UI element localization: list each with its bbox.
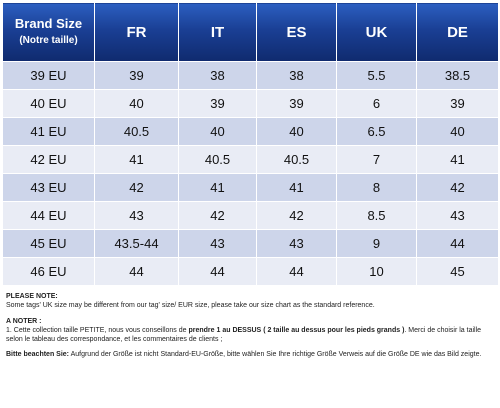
cell-eu: 39 EU bbox=[2, 61, 95, 90]
cell-de: 44 bbox=[416, 229, 499, 258]
cell-es: 43 bbox=[256, 229, 337, 258]
header-brand-size: Brand Size (Notre taille) bbox=[2, 2, 95, 62]
cell-fr: 40.5 bbox=[94, 117, 179, 146]
cell-uk: 7 bbox=[336, 145, 417, 174]
table-row: 44 EU 43 42 42 8.5 43 bbox=[2, 201, 499, 230]
bitte-text: Bitte beachten Sie: Aufgrund der Größe i… bbox=[6, 351, 482, 359]
cell-de: 39 bbox=[416, 89, 499, 118]
a-noter-title: A NOTER : bbox=[6, 317, 42, 325]
cell-de: 38.5 bbox=[416, 61, 499, 90]
header-fr: FR bbox=[94, 2, 179, 62]
table-row: 43 EU 42 41 41 8 42 bbox=[2, 173, 499, 202]
cell-uk: 6 bbox=[336, 89, 417, 118]
cell-it: 43 bbox=[178, 229, 257, 258]
cell-es: 38 bbox=[256, 61, 337, 90]
cell-es: 41 bbox=[256, 173, 337, 202]
cell-it: 38 bbox=[178, 61, 257, 90]
cell-fr: 44 bbox=[94, 257, 179, 286]
table-row: 46 EU 44 44 44 10 45 bbox=[2, 257, 499, 286]
cell-uk: 9 bbox=[336, 229, 417, 258]
cell-it: 39 bbox=[178, 89, 257, 118]
cell-es: 40.5 bbox=[256, 145, 337, 174]
cell-eu: 41 EU bbox=[2, 117, 95, 146]
cell-eu: 45 EU bbox=[2, 229, 95, 258]
cell-eu: 43 EU bbox=[2, 173, 95, 202]
cell-eu: 44 EU bbox=[2, 201, 95, 230]
cell-de: 40 bbox=[416, 117, 499, 146]
cell-uk: 10 bbox=[336, 257, 417, 286]
cell-fr: 42 bbox=[94, 173, 179, 202]
cell-es: 42 bbox=[256, 201, 337, 230]
cell-fr: 43 bbox=[94, 201, 179, 230]
header-es: ES bbox=[256, 2, 337, 62]
notes-section: PLEASE NOTE: Some tags' UK size may be d… bbox=[6, 292, 496, 360]
table-row: 39 EU 39 38 38 5.5 38.5 bbox=[2, 61, 499, 90]
cell-eu: 40 EU bbox=[2, 89, 95, 118]
header-de: DE bbox=[416, 2, 499, 62]
cell-es: 40 bbox=[256, 117, 337, 146]
table-row: 42 EU 41 40.5 40.5 7 41 bbox=[2, 145, 499, 174]
cell-fr: 41 bbox=[94, 145, 179, 174]
cell-uk: 5.5 bbox=[336, 61, 417, 90]
cell-es: 44 bbox=[256, 257, 337, 286]
cell-de: 42 bbox=[416, 173, 499, 202]
brand-size-label: Brand Size bbox=[14, 16, 83, 31]
cell-eu: 46 EU bbox=[2, 257, 95, 286]
cell-uk: 8.5 bbox=[336, 201, 417, 230]
brand-size-sublabel: (Notre taille) bbox=[19, 35, 78, 46]
cell-de: 45 bbox=[416, 257, 499, 286]
cell-it: 44 bbox=[178, 257, 257, 286]
cell-eu: 42 EU bbox=[2, 145, 95, 174]
table-row: 40 EU 40 39 39 6 39 bbox=[2, 89, 499, 118]
header-it: IT bbox=[178, 2, 257, 62]
table-header-row: Brand Size (Notre taille) FR IT ES UK DE bbox=[2, 2, 499, 62]
cell-it: 40 bbox=[178, 117, 257, 146]
table-row: 45 EU 43.5-44 43 43 9 44 bbox=[2, 229, 499, 258]
cell-uk: 8 bbox=[336, 173, 417, 202]
size-table: Brand Size (Notre taille) FR IT ES UK DE… bbox=[2, 2, 499, 286]
cell-it: 41 bbox=[178, 173, 257, 202]
table-row: 41 EU 40.5 40 40 6.5 40 bbox=[2, 117, 499, 146]
cell-it: 40.5 bbox=[178, 145, 257, 174]
please-note-title: PLEASE NOTE: bbox=[6, 293, 58, 300]
cell-es: 39 bbox=[256, 89, 337, 118]
cell-fr: 39 bbox=[94, 61, 179, 90]
cell-de: 41 bbox=[416, 145, 499, 174]
a-noter-text: 1. Cette collection taille PETITE, nous … bbox=[6, 326, 482, 344]
cell-it: 42 bbox=[178, 201, 257, 230]
cell-fr: 40 bbox=[94, 89, 179, 118]
cell-de: 43 bbox=[416, 201, 499, 230]
cell-fr: 43.5-44 bbox=[94, 229, 179, 258]
please-note-text: Some tags' UK size may be different from… bbox=[6, 302, 375, 310]
cell-uk: 6.5 bbox=[336, 117, 417, 146]
header-uk: UK bbox=[336, 2, 417, 62]
